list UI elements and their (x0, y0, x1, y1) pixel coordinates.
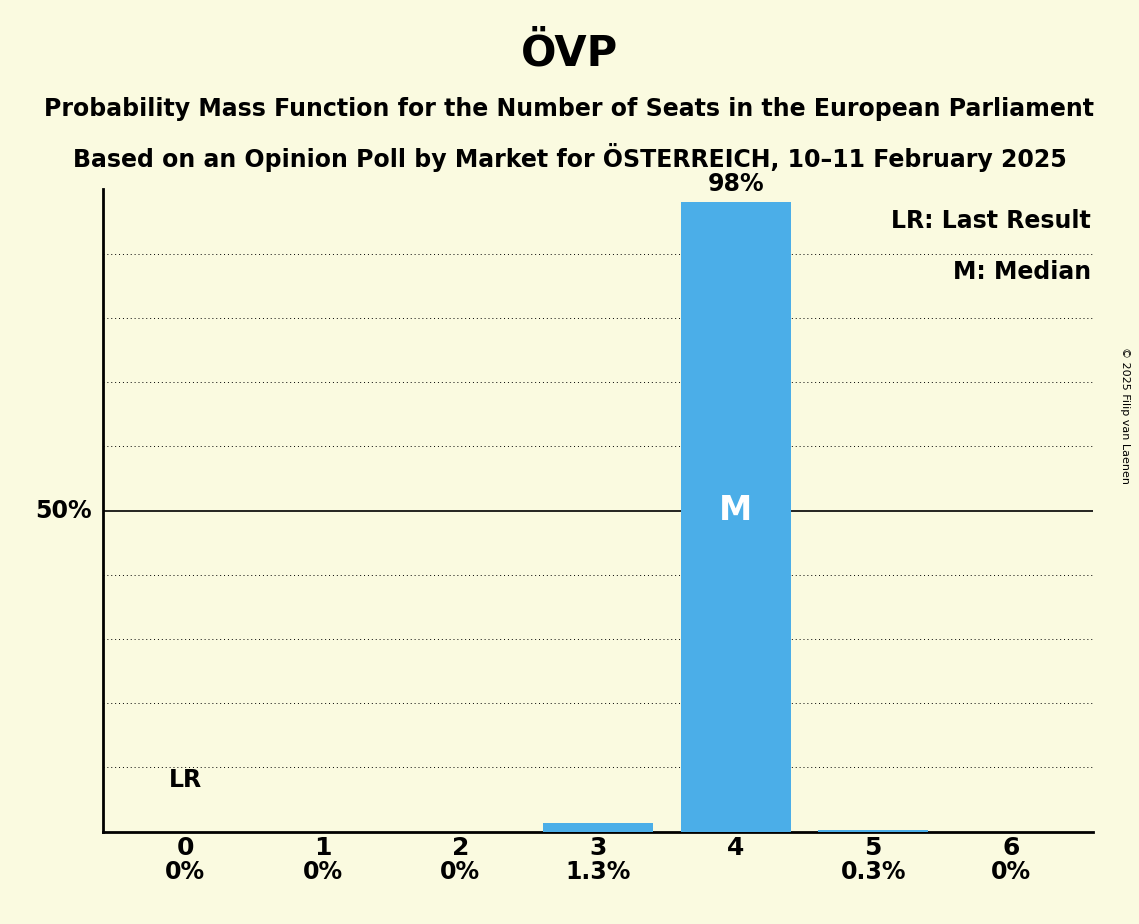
Bar (681, 202, 790, 832)
Text: M: Median: M: Median (952, 260, 1091, 284)
Text: 0%: 0% (991, 860, 1031, 884)
Text: 0.3%: 0.3% (841, 860, 906, 884)
Text: ÖVP: ÖVP (521, 32, 618, 74)
Bar (818, 830, 928, 832)
Text: Probability Mass Function for the Number of Seats in the European Parliament: Probability Mass Function for the Number… (44, 97, 1095, 121)
Text: © 2025 Filip van Laenen: © 2025 Filip van Laenen (1121, 347, 1130, 484)
Text: 50%: 50% (35, 499, 91, 522)
Text: 0%: 0% (165, 860, 205, 884)
Text: 1.3%: 1.3% (565, 860, 631, 884)
Bar (543, 823, 653, 832)
Text: LR: LR (169, 768, 202, 792)
Text: Based on an Opinion Poll by Market for ÖSTERREICH, 10–11 February 2025: Based on an Opinion Poll by Market for Ö… (73, 143, 1066, 172)
Text: 98%: 98% (707, 172, 764, 196)
Text: 0%: 0% (303, 860, 343, 884)
Text: LR: Last Result: LR: Last Result (891, 209, 1091, 233)
Text: M: M (719, 494, 752, 527)
Text: 0%: 0% (441, 860, 481, 884)
